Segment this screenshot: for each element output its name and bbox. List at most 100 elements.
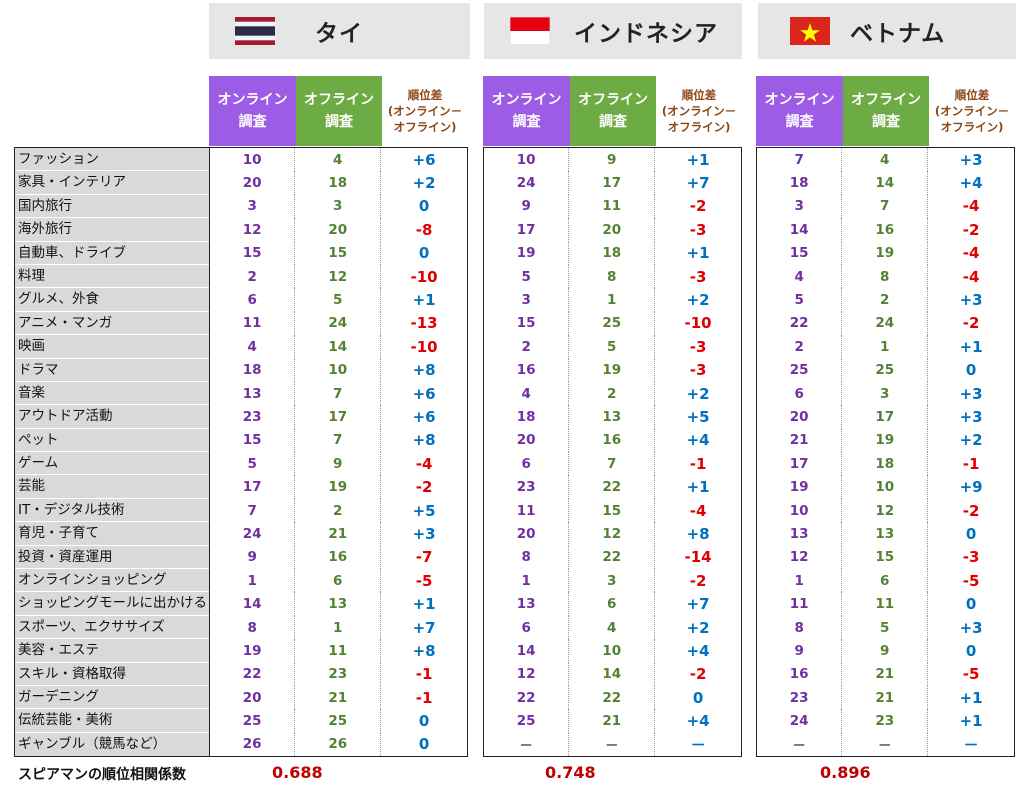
rank-diff-cell: +6 — [412, 150, 436, 169]
table-row: －－－ — [484, 732, 741, 757]
rank-diff-cell: +8 — [412, 431, 436, 450]
online-rank-cell: 20 — [484, 428, 570, 453]
header-online-0: オンライン 調査 — [209, 76, 296, 146]
rank-diff-cell: -5 — [962, 571, 980, 590]
spearman-coefficient-indonesia: 0.748 — [545, 763, 596, 782]
online-rank-cell: 23 — [757, 685, 843, 710]
offline-rank-cell: － — [569, 732, 656, 757]
table-row: －－－ — [757, 732, 1014, 757]
rank-diff-cell: -14 — [684, 548, 712, 567]
table-row: 5 8 -3 — [484, 264, 741, 289]
rank-diff-cell: +8 — [412, 641, 436, 660]
rank-diff-cell: +8 — [412, 361, 436, 380]
header-line: 調査 — [325, 114, 353, 130]
table-row: 15 7 +8 — [210, 428, 467, 453]
table-row: 18 13 +5 — [484, 405, 741, 429]
table-row: 13 13 0 — [757, 522, 1014, 546]
online-rank-cell: 18 — [210, 358, 296, 382]
table-row: 14 16 -2 — [757, 218, 1014, 242]
offline-rank-cell: 1 — [569, 288, 656, 312]
table-row: 13 6 +7 — [484, 592, 741, 616]
online-rank-cell: 2 — [484, 335, 570, 359]
rank-diff-cell: 0 — [965, 641, 977, 660]
rank-diff-cell: +4 — [959, 174, 983, 193]
offline-rank-cell: 8 — [569, 264, 656, 289]
offline-rank-cell: 1 — [295, 615, 382, 640]
table-row: 19 10 +9 — [757, 475, 1014, 499]
row-label: 美容・エステ — [15, 639, 209, 663]
rank-diff-cell: -2 — [689, 665, 707, 684]
header-online-1: オンライン 調査 — [483, 76, 570, 146]
offline-rank-cell: 2 — [569, 381, 656, 406]
online-rank-cell: 10 — [484, 148, 570, 172]
country-name: タイ — [315, 21, 363, 47]
online-rank-cell: 3 — [757, 194, 843, 219]
table-row: 20 16 +4 — [484, 428, 741, 453]
rank-diff-cell: -10 — [410, 267, 438, 286]
table-row: 15 25 -10 — [484, 311, 741, 336]
row-label: ペット — [15, 429, 209, 453]
offline-rank-cell: 21 — [569, 709, 656, 733]
rank-diff-cell: +1 — [959, 337, 983, 356]
spearman-coefficient-vietnam: 0.896 — [820, 763, 871, 782]
table-row: 17 20 -3 — [484, 218, 741, 242]
header-line: 調査 — [238, 114, 267, 130]
rank-diff-cell: +1 — [959, 688, 983, 707]
rank-diff-cell: +4 — [686, 641, 710, 660]
rank-diff-cell: +3 — [959, 150, 983, 169]
table-row: 6 5 +1 — [210, 288, 467, 312]
table-row: 24 17 +7 — [484, 171, 741, 195]
offline-rank-cell: 17 — [569, 171, 656, 195]
offline-rank-cell: 19 — [569, 358, 656, 382]
offline-rank-cell: 6 — [295, 569, 382, 593]
table-row: 20 17 +3 — [757, 405, 1014, 429]
offline-rank-cell: 19 — [295, 475, 382, 499]
table-row: 19 11 +8 — [210, 639, 467, 663]
rank-diff-cell: +3 — [959, 291, 983, 310]
table-row: 24 23 +1 — [757, 709, 1014, 733]
header-line: オフライン — [304, 92, 374, 108]
table-row: 25 21 +4 — [484, 709, 741, 733]
rank-diff-cell: -3 — [689, 337, 707, 356]
offline-rank-cell: 12 — [842, 498, 929, 523]
online-rank-cell: 22 — [210, 662, 296, 686]
header-offline-0: オフライン 調査 — [296, 76, 382, 146]
header-line: オフライン) — [393, 120, 457, 134]
header-diff-2: 順位差 (オンライン－ オフライン) — [929, 76, 1015, 146]
table-row: 25 25 0 — [210, 709, 467, 733]
offline-rank-cell: 23 — [842, 709, 929, 733]
rank-diff-cell: +7 — [686, 595, 710, 614]
offline-rank-cell: 25 — [842, 358, 929, 382]
table-row: 3 7 -4 — [757, 194, 1014, 219]
online-rank-cell: 5 — [484, 264, 570, 289]
row-label: ギャンブル（競馬など） — [18, 735, 167, 752]
offline-rank-cell: 3 — [295, 194, 382, 219]
rank-diff-cell: -2 — [689, 571, 707, 590]
header-line: (オンライン－ — [934, 104, 1010, 118]
offline-rank-cell: 10 — [842, 475, 929, 499]
online-rank-cell: 17 — [757, 452, 843, 476]
online-rank-cell: 13 — [210, 381, 296, 406]
table-row: 13 7 +6 — [210, 381, 467, 406]
rank-diff-cell: +1 — [686, 478, 710, 497]
table-row: 6 3 +3 — [757, 381, 1014, 406]
header-line: 調査 — [599, 114, 627, 130]
online-rank-cell: 14 — [210, 592, 296, 616]
rank-diff-cell: +3 — [959, 618, 983, 637]
online-rank-cell: 5 — [757, 288, 843, 312]
header-line: オフライン — [578, 92, 648, 108]
header-line: 順位差 — [954, 88, 990, 102]
rank-diff-cell: 0 — [418, 735, 430, 754]
table-row: 8 1 +7 — [210, 615, 467, 640]
offline-rank-cell: － — [842, 732, 929, 757]
online-rank-cell: 10 — [210, 148, 296, 172]
online-rank-cell: 21 — [757, 428, 843, 453]
vietnam-flag-icon — [790, 17, 830, 45]
online-rank-cell: 12 — [757, 545, 843, 570]
offline-rank-cell: 10 — [569, 639, 656, 663]
offline-rank-cell: 12 — [569, 522, 656, 546]
table-row: 18 14 +4 — [757, 171, 1014, 195]
table-row: 11 11 0 — [757, 592, 1014, 616]
table-row: 20 21 -1 — [210, 685, 467, 710]
